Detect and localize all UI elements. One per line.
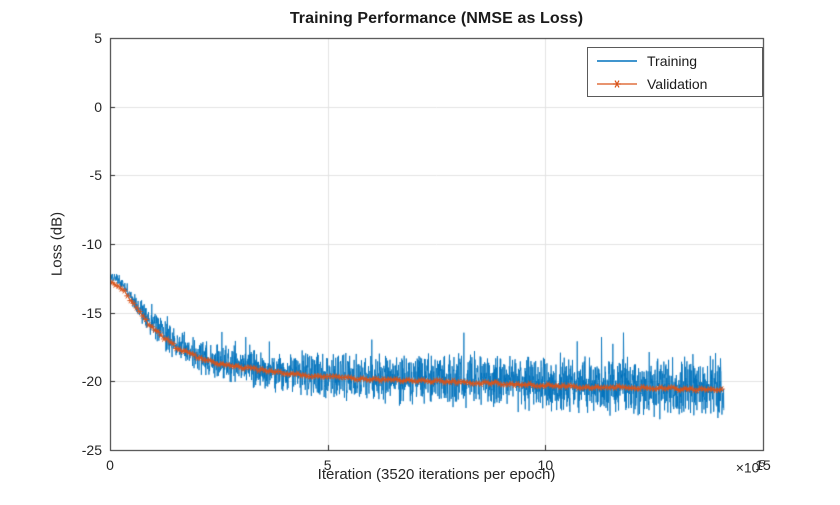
y-tick-label: -5 xyxy=(89,167,102,184)
x-tick-label: 15 xyxy=(755,457,771,473)
y-tick-label: 0 xyxy=(94,98,102,115)
y-tick-label: 5 xyxy=(94,30,102,46)
y-axis-label: Loss (dB) xyxy=(48,211,66,277)
legend: Training Validation xyxy=(587,47,763,97)
y-tick-label: -10 xyxy=(81,236,102,252)
x-tick-label: 5 xyxy=(323,457,332,473)
x-axis-label: Iteration (3520 iterations per epoch) xyxy=(317,466,556,483)
legend-item-validation: Validation xyxy=(588,72,762,95)
legend-label-validation: Validation xyxy=(647,75,708,92)
x-tick-label: 10 xyxy=(537,457,554,473)
legend-validation-asterisk-marker xyxy=(613,79,621,88)
x-tick-label: 0 xyxy=(106,457,114,473)
x-axis-exponent-base: ×10 xyxy=(735,459,760,476)
y-tick-label: -15 xyxy=(81,304,102,321)
legend-training-line-sample xyxy=(597,59,637,62)
x-axis-exponent-power: 5 xyxy=(759,459,765,470)
x-axis-exponent: ×105 xyxy=(736,459,765,476)
y-tick-label: -25 xyxy=(81,442,102,458)
legend-item-training: Training xyxy=(588,49,762,72)
chart-title: Training Performance (NMSE as Loss) xyxy=(289,10,584,27)
legend-validation-line-sample xyxy=(597,79,637,88)
legend-label-training: Training xyxy=(647,52,698,69)
y-tick-label: -20 xyxy=(81,373,102,390)
